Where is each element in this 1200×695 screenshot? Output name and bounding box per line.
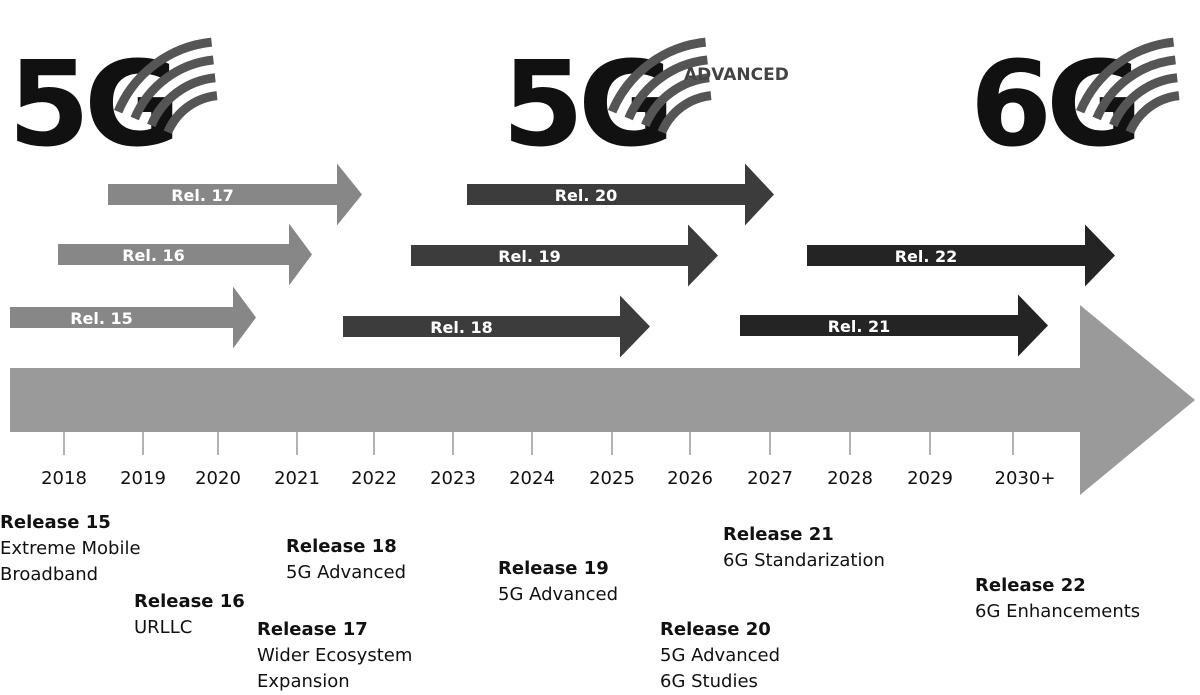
year-label: 2027 (747, 468, 793, 489)
arrow-shape (467, 163, 774, 226)
logo-5g: 5G (8, 35, 218, 173)
arrow-shape (108, 163, 362, 226)
release-feature: 6G Studies (660, 671, 758, 692)
year-label: 2021 (274, 468, 320, 489)
release-title: Release 18 (286, 536, 397, 557)
year-label: 2020 (195, 468, 241, 489)
release-feature: Extreme Mobile (0, 538, 141, 559)
year-label: 2018 (41, 468, 87, 489)
year-label: 2026 (667, 468, 713, 489)
release-feature: 5G Advanced (498, 584, 619, 605)
year-label: 2028 (827, 468, 873, 489)
release-title: Release 17 (257, 619, 368, 640)
arrow-label: Rel. 18 (430, 318, 493, 337)
release-arrow-18: Rel. 18 (343, 295, 650, 358)
arrow-label: Rel. 15 (70, 309, 133, 328)
release-title: Release 19 (498, 558, 609, 579)
release-arrow-19: Rel. 19 (411, 224, 718, 287)
release-feature: 6G Enhancements (975, 601, 1141, 622)
release-title: Release 22 (975, 575, 1086, 596)
arrow-shape (10, 286, 256, 349)
signal-arc-icon (1092, 55, 1176, 121)
release-title: Release 21 (723, 524, 834, 545)
signal-arc-icon (1075, 37, 1175, 114)
signal-arc-icon (147, 73, 216, 128)
arrow-label: Rel. 16 (122, 246, 185, 265)
signal-arc-icon (624, 55, 708, 121)
logo-text: 5G (502, 35, 669, 173)
arrow-label: Rel. 20 (555, 186, 618, 205)
release-title: Release 20 (660, 619, 771, 640)
release-title: Release 15 (0, 512, 111, 533)
arrow-shape (807, 224, 1115, 287)
logo-5g-advanced: 5G ADVANCED (502, 35, 789, 173)
release-description: Release 22 6G Enhancements (975, 573, 1140, 625)
signal-arc-icon (657, 91, 712, 135)
arrow-shape (343, 295, 650, 358)
release-feature: 5G Advanced (286, 562, 407, 583)
signal-arc-icon (641, 73, 710, 128)
signal-arc-icon (163, 91, 218, 135)
year-label: 2029 (907, 468, 953, 489)
arrow-label: Rel. 17 (171, 186, 234, 205)
release-arrow-21: Rel. 21 (740, 294, 1048, 357)
arrow-shape (740, 294, 1048, 357)
release-description: Release 15 Extreme Mobile Broadband (0, 510, 141, 588)
release-feature: Expansion (257, 671, 350, 692)
release-arrow-20: Rel. 20 (467, 163, 774, 226)
logo-6g: 6G (970, 35, 1180, 173)
signal-arc-icon (1109, 73, 1178, 128)
release-description: Release 17 Wider Ecosystem Expansion (257, 617, 412, 695)
release-title: Release 16 (134, 591, 245, 612)
release-description: Release 18 5G Advanced (286, 534, 406, 586)
release-feature: Broadband (0, 564, 99, 585)
year-label: 2030+ (995, 468, 1056, 489)
arrow-label: Rel. 21 (828, 317, 891, 336)
release-description: Release 20 5G Advanced 6G Studies (660, 617, 780, 695)
release-arrow-17: Rel. 17 (108, 163, 362, 226)
timeline-arrow (10, 305, 1195, 495)
signal-arc-icon (1125, 91, 1180, 135)
year-label: 2023 (430, 468, 476, 489)
signal-arc-icon (130, 55, 214, 121)
release-description: Release 16 URLLC (134, 589, 245, 641)
release-feature: URLLC (134, 617, 193, 638)
release-feature: Wider Ecosystem (257, 645, 413, 666)
year-label: 2022 (351, 468, 397, 489)
release-description: Release 19 5G Advanced (498, 556, 618, 608)
year-label: 2024 (509, 468, 555, 489)
arrow-shape (411, 224, 718, 287)
signal-arc-icon (113, 37, 213, 114)
logo-text: 6G (970, 35, 1137, 173)
release-feature: 5G Advanced (660, 645, 781, 666)
arrow-label: Rel. 19 (498, 247, 561, 266)
release-arrow-15: Rel. 15 (10, 286, 256, 349)
logo-suffix: ADVANCED (684, 65, 789, 85)
signal-arc-icon (607, 37, 707, 114)
release-arrow-22: Rel. 22 (807, 224, 1115, 287)
year-label: 2025 (589, 468, 635, 489)
logo-text: 5G (8, 35, 175, 173)
release-description: Release 21 6G Standarization (723, 522, 885, 574)
arrow-label: Rel. 22 (895, 247, 958, 266)
release-feature: 6G Standarization (723, 550, 885, 571)
arrow-shape (58, 223, 312, 286)
year-label: 2019 (120, 468, 166, 489)
release-arrow-16: Rel. 16 (58, 223, 312, 286)
